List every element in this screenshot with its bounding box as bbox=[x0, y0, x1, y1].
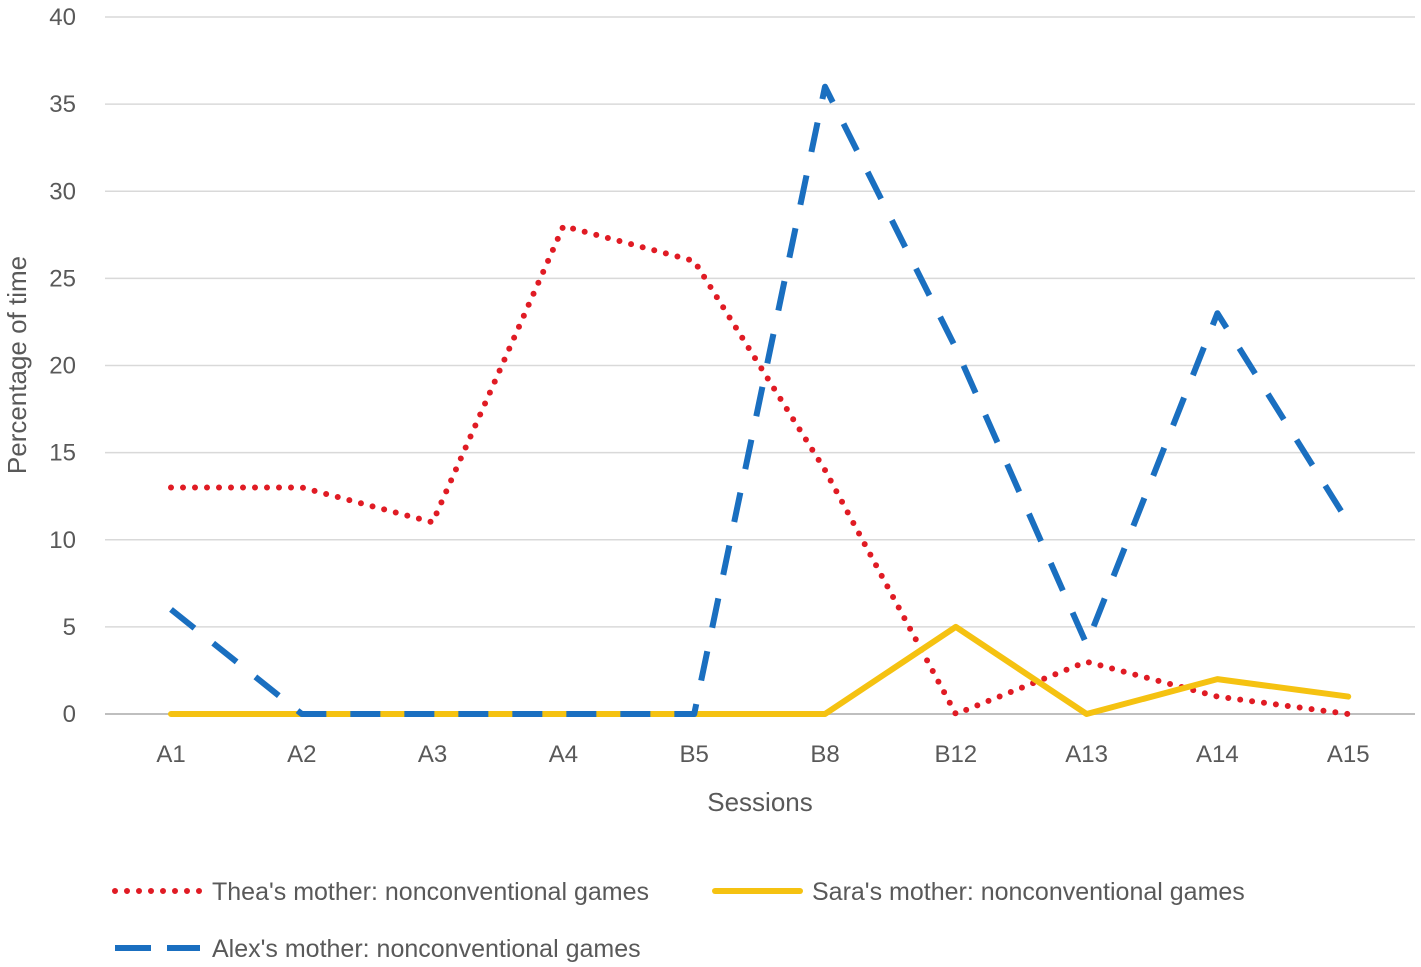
x-tick-label: B5 bbox=[680, 741, 709, 768]
y-tick-label: 15 bbox=[49, 440, 76, 467]
legend-item: Thea's mother: nonconventional games bbox=[112, 878, 649, 906]
gridlines bbox=[105, 16, 1415, 715]
x-tick-label: A2 bbox=[287, 741, 316, 768]
legend-label: Sara's mother: nonconventional games bbox=[812, 878, 1245, 906]
legend: Thea's mother: nonconventional games Sara… bbox=[112, 878, 1245, 963]
legend-label: Thea's mother: nonconventional games bbox=[212, 878, 649, 906]
y-tick-label: 0 bbox=[63, 701, 76, 728]
y-tick-label: 35 bbox=[49, 91, 76, 118]
y-axis-title: Percentage of time bbox=[2, 256, 32, 474]
x-tick-label: A3 bbox=[418, 741, 447, 768]
series-lines bbox=[168, 83, 1352, 717]
series-line-2 bbox=[168, 623, 1352, 717]
x-axis-ticks: A1 A2 A3 A4 B5 B8 B12 A13 A14 A15 bbox=[156, 741, 1369, 768]
legend-item: Sara's mother: nonconventional games bbox=[712, 878, 1245, 906]
series-line-3 bbox=[169, 83, 1351, 717]
x-axis-title: Sessions bbox=[707, 787, 813, 817]
x-tick-label: A4 bbox=[549, 741, 578, 768]
x-tick-label: B8 bbox=[810, 741, 839, 768]
legend-item: Alex's mother: nonconventional games bbox=[115, 935, 641, 963]
y-axis-ticks: 0 5 10 15 20 25 30 35 40 bbox=[49, 4, 76, 728]
y-tick-label: 40 bbox=[49, 4, 76, 31]
x-tick-label: A15 bbox=[1327, 741, 1370, 768]
x-tick-label: A13 bbox=[1065, 741, 1108, 768]
legend-label: Alex's mother: nonconventional games bbox=[212, 935, 641, 963]
y-tick-label: 20 bbox=[49, 353, 76, 380]
y-tick-label: 30 bbox=[49, 178, 76, 205]
y-tick-label: 10 bbox=[49, 527, 76, 554]
series-line-1 bbox=[168, 223, 1352, 717]
x-tick-label: B12 bbox=[934, 741, 977, 768]
x-tick-label: A14 bbox=[1196, 741, 1239, 768]
x-tick-label: A1 bbox=[156, 741, 185, 768]
y-tick-label: 5 bbox=[63, 614, 76, 641]
y-tick-label: 25 bbox=[49, 265, 76, 292]
